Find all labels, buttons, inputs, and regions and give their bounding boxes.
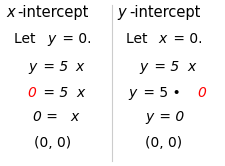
Text: x: x <box>76 86 84 100</box>
Text: = 0: = 0 <box>155 110 184 124</box>
Text: y: y <box>117 5 126 20</box>
Text: x: x <box>70 110 79 124</box>
Text: -intercept: -intercept <box>128 5 199 20</box>
Text: -intercept: -intercept <box>17 5 88 20</box>
Text: y: y <box>144 110 153 124</box>
Text: Let: Let <box>14 32 40 46</box>
Text: 0 =: 0 = <box>33 110 62 124</box>
Text: y: y <box>128 86 136 100</box>
Text: 0: 0 <box>27 86 36 100</box>
Text: x: x <box>187 60 195 74</box>
Text: = 0.: = 0. <box>57 32 91 46</box>
Text: = 5 •: = 5 • <box>138 86 184 100</box>
Text: y: y <box>28 60 36 74</box>
Text: 0: 0 <box>197 86 206 100</box>
Text: = 5: = 5 <box>149 60 179 74</box>
Text: y: y <box>139 60 147 74</box>
Text: (0, 0): (0, 0) <box>144 136 182 150</box>
Text: x: x <box>158 32 166 46</box>
Text: x: x <box>76 60 84 74</box>
Text: = 5: = 5 <box>39 86 68 100</box>
Text: (0, 0): (0, 0) <box>33 136 70 150</box>
Text: Let: Let <box>125 32 151 46</box>
Text: y: y <box>47 32 55 46</box>
Text: = 5: = 5 <box>38 60 68 74</box>
Text: x: x <box>6 5 15 20</box>
Text: = 0.: = 0. <box>169 32 202 46</box>
